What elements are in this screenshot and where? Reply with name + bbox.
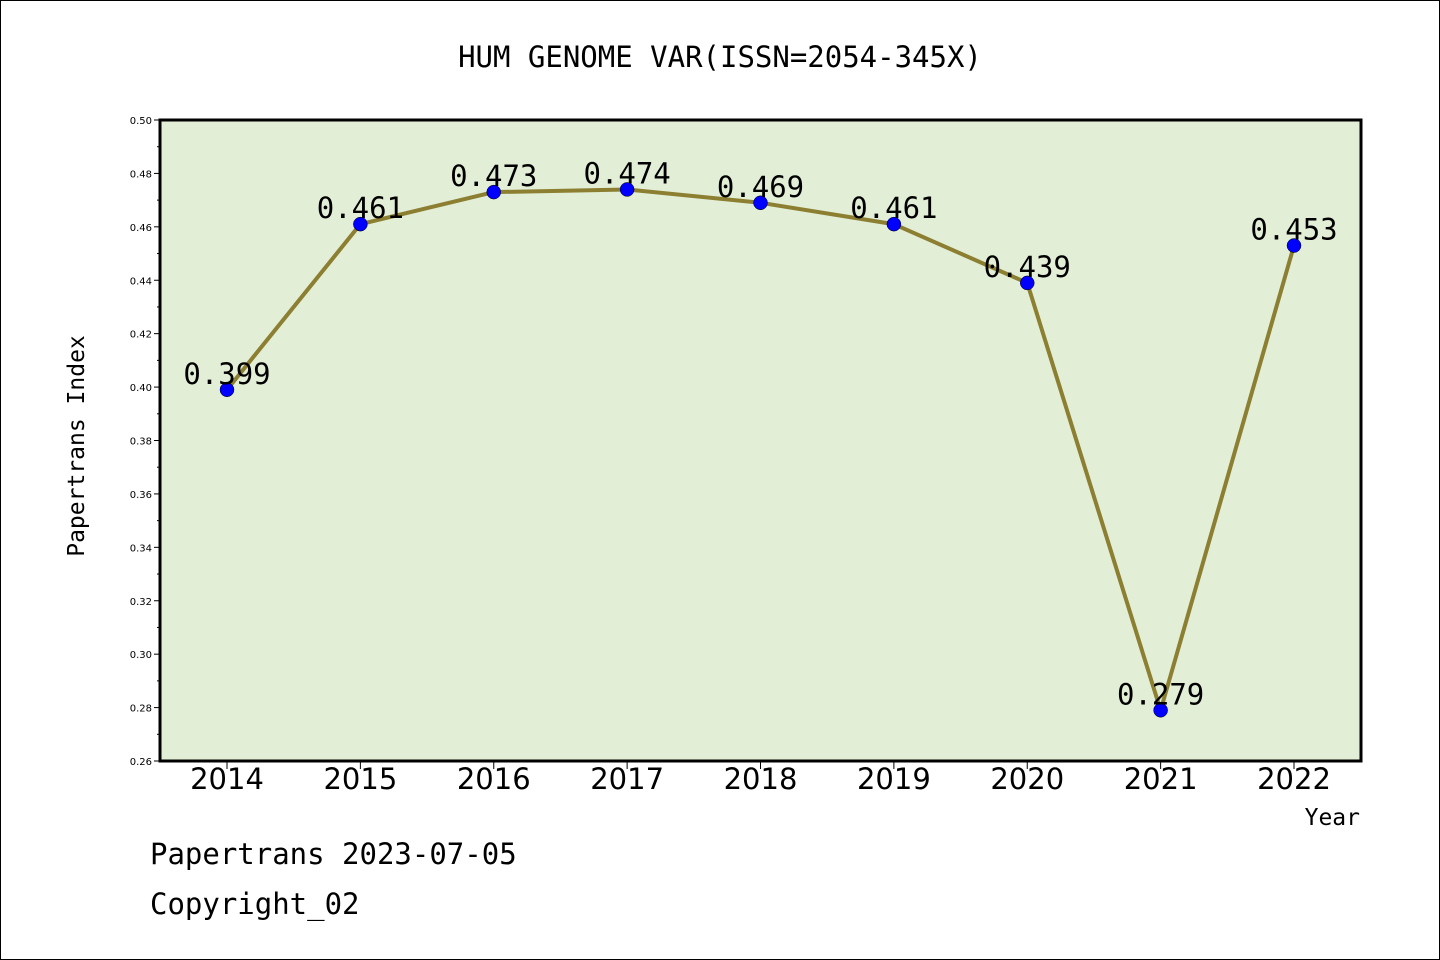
x-tick-label: 2019 xyxy=(857,762,931,796)
data-point-2017 xyxy=(619,182,635,197)
y-tick-label: 0.40 xyxy=(130,383,152,394)
data-point-2020 xyxy=(1020,275,1035,291)
footer-copyright: Copyright_02 xyxy=(150,887,360,922)
data-label-2021: 0.279 xyxy=(1117,677,1204,711)
x-tick-label: 2021 xyxy=(1124,762,1198,796)
y-tick-label: 0.38 xyxy=(130,437,152,448)
x-tick-label: 2018 xyxy=(724,762,798,796)
data-label-2016: 0.473 xyxy=(450,159,537,193)
x-tick-label: 2015 xyxy=(323,762,397,796)
x-tick-label: 2014 xyxy=(190,762,264,796)
data-point-2016 xyxy=(486,184,501,200)
y-tick-label: 0.34 xyxy=(130,543,152,554)
x-tick-label: 2017 xyxy=(590,762,664,796)
series-papertrans-index xyxy=(219,182,1302,718)
data-point-2018 xyxy=(753,195,768,211)
data-label-2022: 0.453 xyxy=(1250,213,1337,247)
y-tick-label: 0.46 xyxy=(130,223,152,234)
y-tick-label: 0.36 xyxy=(130,490,152,501)
data-labels: 0.399 0.461 0.473 0.474 0.469 0.461 0.439 0.279… xyxy=(183,156,1337,711)
data-point-2022 xyxy=(1286,238,1302,253)
data-label-2018: 0.469 xyxy=(717,170,804,204)
data-label-2014: 0.399 xyxy=(183,357,270,391)
y-tick-label: 0.44 xyxy=(130,276,152,287)
data-label-2020: 0.439 xyxy=(984,250,1071,284)
chart-title: HUM GENOME VAR(ISSN=2054-345X) xyxy=(458,40,982,74)
data-point-2021 xyxy=(1153,703,1168,718)
y-axis-title: Papertrans Index xyxy=(64,335,90,557)
data-point-2014 xyxy=(219,382,235,398)
y-tick-label: 0.30 xyxy=(130,650,152,661)
data-label-2015: 0.461 xyxy=(317,191,404,225)
x-tick-label: 2022 xyxy=(1257,762,1331,796)
data-label-2017: 0.474 xyxy=(583,156,670,190)
y-tick-label: 0.26 xyxy=(130,757,152,768)
data-point-2015 xyxy=(353,216,368,232)
data-point-2019 xyxy=(886,216,902,232)
y-tick-label: 0.48 xyxy=(130,169,152,180)
x-axis: 2014 2015 2016 2017 2018 2019 2020 2021 2022 xyxy=(190,761,1331,796)
x-tick-label: 2016 xyxy=(457,762,531,796)
y-tick-label: 0.28 xyxy=(130,704,152,715)
y-tick-label: 0.50 xyxy=(130,116,152,127)
y-tick-label: 0.32 xyxy=(130,597,152,608)
y-tick-label: 0.42 xyxy=(130,330,152,341)
footer-date: Papertrans 2023-07-05 xyxy=(150,837,517,871)
x-tick-label: 2020 xyxy=(990,762,1064,796)
y-axis: 0.26 0.28 0.30 0.32 0.34 0.36 0.38 0.40 0.42 0.44… xyxy=(130,116,160,768)
data-label-2019: 0.461 xyxy=(850,191,937,225)
x-axis-title: Year xyxy=(1305,805,1360,831)
plot-border xyxy=(158,118,1363,763)
